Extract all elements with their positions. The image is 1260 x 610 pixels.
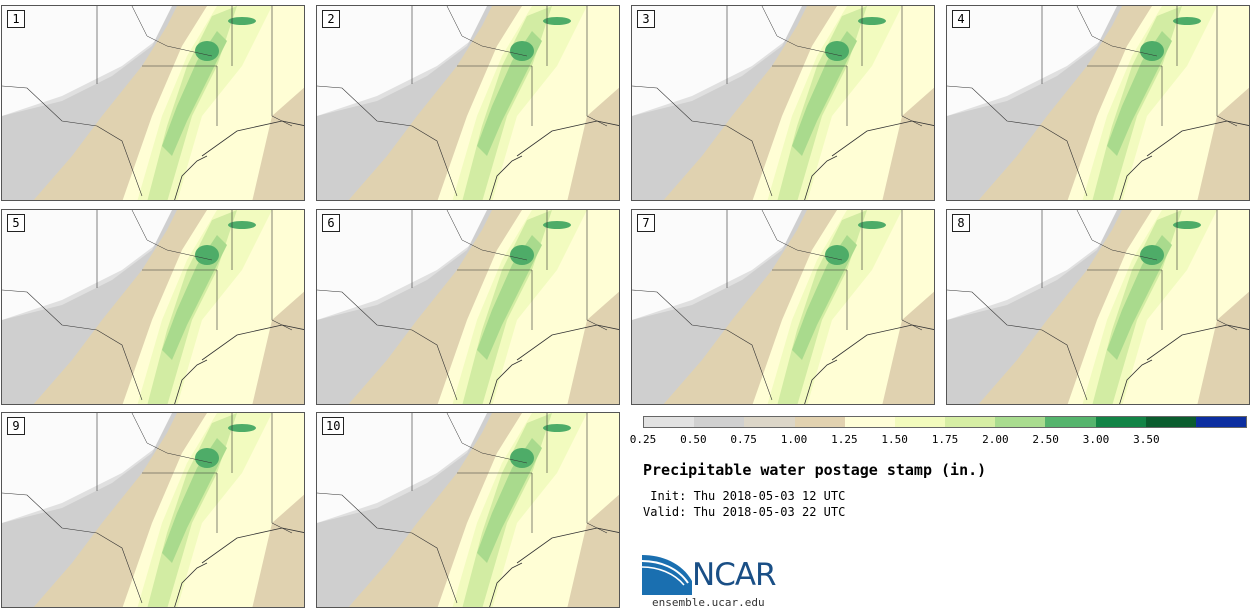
- init-value: Thu 2018-05-03 12 UTC: [693, 489, 846, 503]
- valid-label: Valid:: [643, 505, 687, 519]
- member-number: 10: [322, 417, 345, 435]
- member-number: 6: [322, 214, 340, 232]
- colorbar-swatch: [1095, 417, 1146, 427]
- colorbar-tick-label: 3.00: [1082, 433, 1110, 446]
- member-number: 5: [7, 214, 25, 232]
- map-panel: 10: [316, 412, 620, 608]
- map-panel: 6: [316, 209, 620, 405]
- colorbar-swatch: [894, 417, 946, 427]
- member-number: 2: [322, 10, 340, 28]
- member-number: 4: [952, 10, 970, 28]
- map-svg: [947, 6, 1249, 200]
- map-svg: [947, 210, 1249, 404]
- member-number: 1: [7, 10, 25, 28]
- colorbar-tick-label: 1.00: [780, 433, 808, 446]
- colorbar: [643, 416, 1247, 428]
- colorbar-tick-label: 0.50: [680, 433, 707, 446]
- colorbar-swatch: [1195, 417, 1247, 427]
- colorbar-tick-label: 1.25: [831, 433, 858, 446]
- map-svg: [2, 413, 304, 607]
- colorbar-tick-label: 2.00: [982, 433, 1009, 446]
- init-time: Init: Thu 2018-05-03 12 UTC: [643, 489, 845, 503]
- colorbar-tick-label: 1.50: [881, 433, 908, 446]
- init-label: Init:: [650, 489, 687, 503]
- map-svg: [317, 413, 619, 607]
- colorbar-swatch: [644, 417, 695, 427]
- map-svg: [632, 210, 934, 404]
- colorbar-swatch: [844, 417, 895, 427]
- colorbar-swatch: [694, 417, 745, 427]
- map-svg: [317, 6, 619, 200]
- map-panel: 8: [946, 209, 1250, 405]
- figure-title: Precipitable water postage stamp (in.): [643, 461, 987, 479]
- map-svg: [2, 6, 304, 200]
- website: ensemble.ucar.edu: [652, 596, 765, 609]
- colorbar-tick-labels: 0.25 0.50 0.75 1.00 1.25 1.50 1.75 2.00 2.50 3.00…: [630, 433, 1247, 447]
- colorbar-swatch: [1045, 417, 1096, 427]
- member-number: 3: [637, 10, 655, 28]
- map-panel: 7: [631, 209, 935, 405]
- map-panel: 1: [1, 5, 305, 201]
- colorbar-swatch: [945, 417, 996, 427]
- map-svg: [317, 210, 619, 404]
- map-svg: [632, 6, 934, 200]
- map-panel: 4: [946, 5, 1250, 201]
- map-panel: 5: [1, 209, 305, 405]
- member-number: 7: [637, 214, 655, 232]
- colorbar-tick-label: 0.75: [730, 433, 757, 446]
- colorbar-swatch: [744, 417, 795, 427]
- colorbar-tick-label: 3.50: [1133, 433, 1160, 446]
- colorbar-tick-label: 2.50: [1032, 433, 1059, 446]
- map-svg: [2, 210, 304, 404]
- member-number: 8: [952, 214, 970, 232]
- valid-time: Valid: Thu 2018-05-03 22 UTC: [643, 505, 845, 519]
- map-panel: 9: [1, 412, 305, 608]
- ncar-logo: NCAR: [641, 553, 792, 595]
- colorbar-tick-label: 0.25: [629, 433, 657, 446]
- colorbar-tick-label: 1.75: [931, 433, 959, 446]
- ncar-swoosh-icon: [641, 555, 692, 595]
- map-panel: 3: [631, 5, 935, 201]
- colorbar-swatch: [794, 417, 845, 427]
- ncar-logo-text: NCAR: [692, 557, 777, 593]
- valid-value: Thu 2018-05-03 22 UTC: [693, 505, 846, 519]
- member-number: 9: [7, 417, 25, 435]
- colorbar-swatch: [995, 417, 1046, 427]
- colorbar-swatch: [1145, 417, 1196, 427]
- map-panel: 2: [316, 5, 620, 201]
